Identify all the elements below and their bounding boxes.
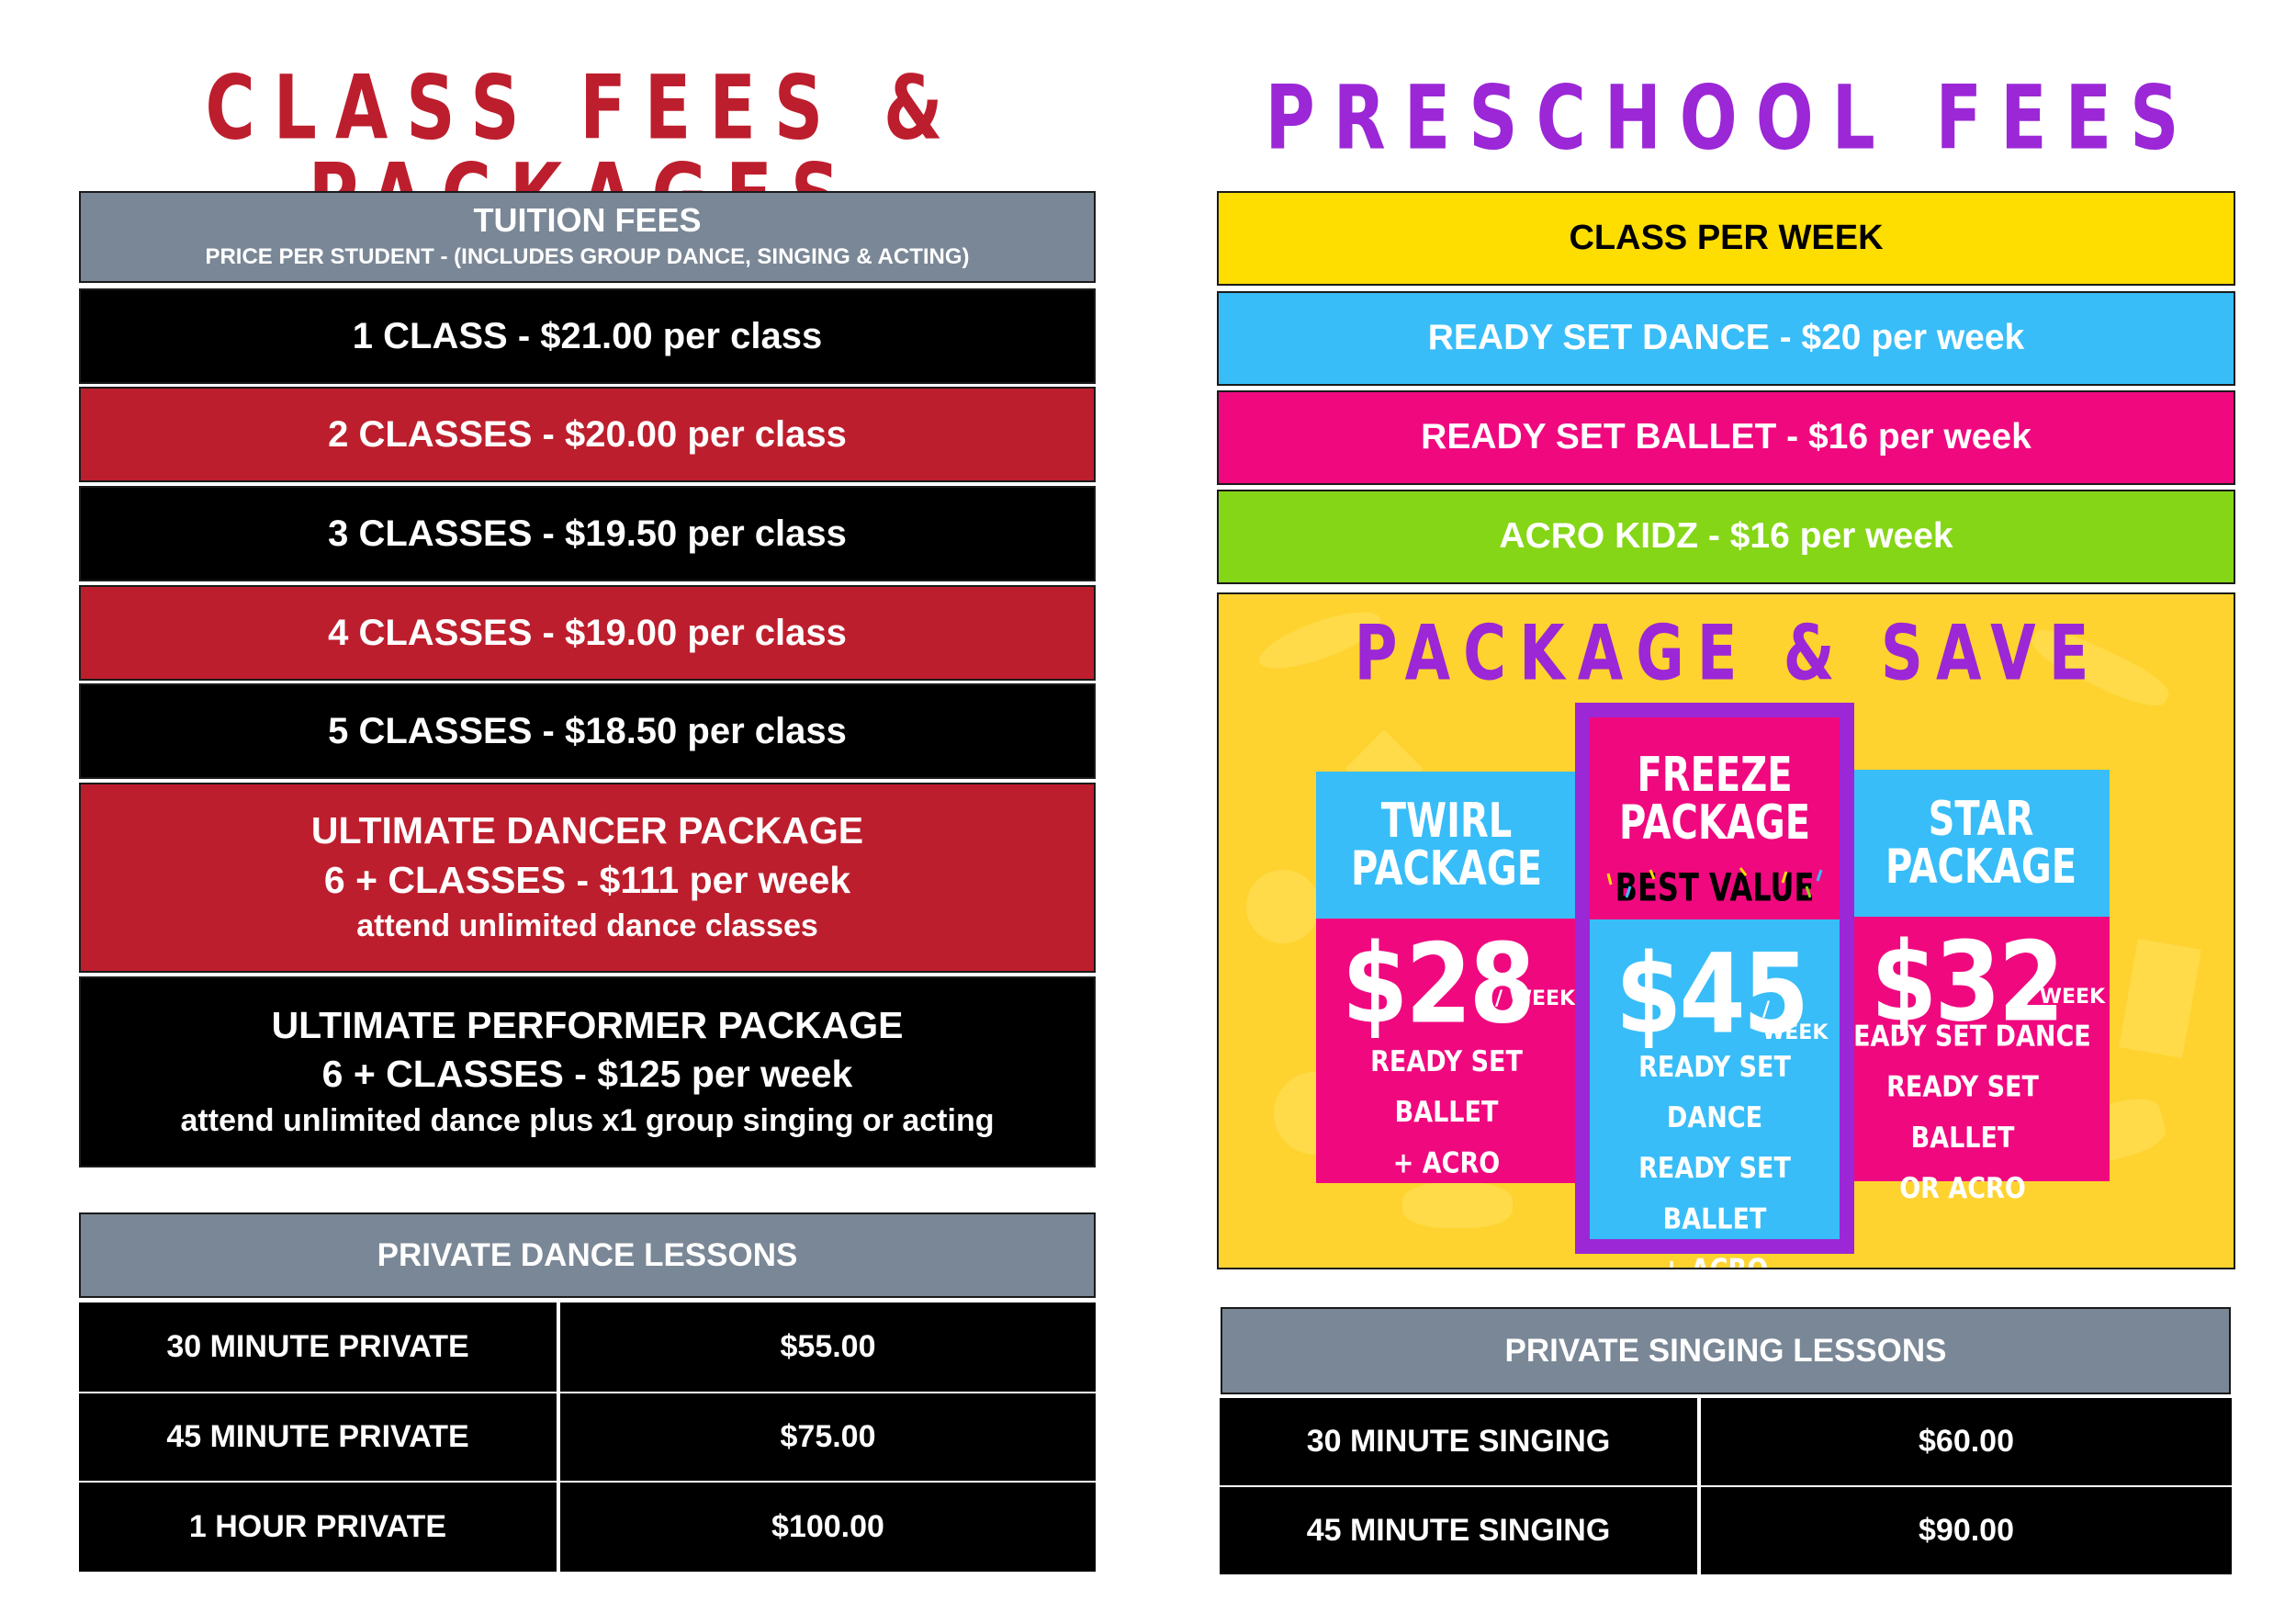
preschool-fees-heading: PRESCHOOL FEES [1265,67,2198,170]
rate-row-4: 4 CLASSES - $19.00 per class [79,585,1096,681]
star-per-week: / WEEK [2025,986,2106,1009]
private-singing-table: 30 MINUTE SINGING $60.00 45 MINUTE SINGI… [1218,1396,2234,1576]
confetti-decoration [1246,870,1320,943]
rate-text: 3 CLASSES - $19.50 per class [328,513,847,554]
twirl-per-week: / WEEK [1495,987,1576,1010]
ready-set-dance-row: READY SET DANCE - $20 per week [1217,291,2235,386]
rate-row-2: 2 CLASSES - $20.00 per class [79,387,1096,482]
star-description: READY SET DANCE READY SET BALLET OR ACRO [1834,1012,2091,1215]
tuition-fees-header: TUITION FEES PRICE PER STUDENT - (INCLUD… [79,191,1096,283]
rate-row-5: 5 CLASSES - $18.50 per class [79,683,1096,779]
twirl-desc-line1: READY SET BALLET [1370,1045,1523,1130]
private-singing-row-1-price: $60.00 [1699,1396,2234,1487]
rate-row-1: 1 CLASS - $21.00 per class [79,288,1096,384]
tuition-fees-title: TUITION FEES [473,201,702,240]
ultimate-dancer-title: ULTIMATE DANCER PACKAGE [310,809,864,852]
twirl-price: $28 [1342,919,1536,1049]
private-singing-header: PRIVATE SINGING LESSONS [1221,1307,2231,1394]
rate-text: 4 CLASSES - $19.00 per class [328,613,847,653]
private-singing-row-2-price: $90.00 [1699,1485,2234,1576]
twirl-description: READY SET BALLET + ACRO [1316,1037,1577,1190]
private-dance-table: 30 MINUTE PRIVATE $55.00 45 MINUTE PRIVA… [77,1301,1097,1573]
private-dance-row-3-label: 1 HOUR PRIVATE [77,1481,558,1573]
private-dance-row-1-label: 30 MINUTE PRIVATE [77,1301,558,1393]
rate-text: 1 CLASS - $21.00 per class [352,316,823,356]
ultimate-performer-note: attend unlimited dance plus x1 group sin… [180,1102,995,1138]
twirl-title-line1: TWIRL [1380,794,1513,849]
private-dance-row-1-price: $55.00 [558,1301,1097,1393]
freeze-title-line2: PACKAGE [1618,795,1811,851]
star-package-card: STAR PACKAGE $32 / WEEK READY SET DANCE … [1834,770,2110,1205]
ready-set-ballet-row: READY SET BALLET - $16 per week [1217,390,2235,485]
acro-kidz-row: ACRO KIDZ - $16 per week [1217,490,2235,584]
ultimate-dancer-price: 6 + CLASSES - $111 per week [323,858,851,901]
freeze-price: $45 [1615,929,1809,1059]
class-rate-text: READY SET DANCE - $20 per week [1427,318,2025,358]
twirl-title-block: TWIRL PACKAGE [1316,772,1577,919]
twirl-title-line2: PACKAGE [1350,841,1543,897]
class-rate-text: READY SET BALLET - $16 per week [1421,417,2032,457]
private-dance-header: PRIVATE DANCE LESSONS [79,1212,1096,1298]
star-desc-line3: OR ACRO [1899,1172,2026,1206]
confetti-sparkle-icon [1603,866,1827,903]
ultimate-dancer-package: ULTIMATE DANCER PACKAGE 6 + CLASSES - $1… [79,783,1096,973]
best-value-badge: BEST VALUE [1615,864,1815,910]
private-dance-title: PRIVATE DANCE LESSONS [377,1236,798,1273]
private-dance-row-2-label: 45 MINUTE PRIVATE [77,1392,558,1483]
package-save-panel: PACKAGE & SAVE TWIRL PACKAGE $28 / WEEK … [1217,592,2235,1269]
freeze-per-week: / WEEK [1762,998,1829,1044]
class-per-week-title: CLASS PER WEEK [1569,218,1884,257]
rate-text: 5 CLASSES - $18.50 per class [328,711,847,751]
confetti-decoration [2119,938,2201,1059]
class-rate-text: ACRO KIDZ - $16 per week [1499,516,1953,557]
freeze-package-card: FREEZE PACKAGE BEST VALUE $45 / WEEK REA… [1575,703,1854,1268]
ultimate-performer-title: ULTIMATE PERFORMER PACKAGE [271,1003,904,1046]
private-singing-row-2-label: 45 MINUTE SINGING [1218,1485,1699,1576]
private-singing-title: PRIVATE SINGING LESSONS [1504,1332,1947,1369]
confetti-decoration [1402,1182,1513,1228]
star-price-block: $32 / WEEK READY SET DANCE READY SET BAL… [1834,917,2110,1205]
freeze-description: READY SET DANCE READY SET BALLET + ACRO [1590,1043,1840,1268]
freeze-title-block: FREEZE PACKAGE BEST VALUE [1590,717,1840,919]
star-title-block: STAR PACKAGE [1852,770,2110,917]
freeze-price-block: $45 / WEEK READY SET DANCE READY SET BAL… [1590,919,1840,1268]
private-dance-row-3-price: $100.00 [558,1481,1097,1573]
star-price: $32 [1871,917,2065,1047]
twirl-package-card: TWIRL PACKAGE $28 / WEEK READY SET BALLE… [1316,772,1577,1183]
star-title-line1: STAR [1928,792,2034,847]
rate-text: 2 CLASSES - $20.00 per class [328,414,847,455]
rate-row-3: 3 CLASSES - $19.50 per class [79,486,1096,581]
ultimate-performer-package: ULTIMATE PERFORMER PACKAGE 6 + CLASSES -… [79,976,1096,1167]
twirl-desc-line2: + ACRO [1392,1146,1501,1180]
star-desc-line1: READY SET DANCE [1834,1020,2091,1054]
ultimate-dancer-note: attend unlimited dance classes [356,908,818,943]
star-desc-line2: READY SET BALLET [1886,1071,2039,1155]
private-singing-row-1-label: 30 MINUTE SINGING [1218,1396,1699,1487]
freeze-desc-line1: READY SET DANCE [1638,1051,1791,1135]
private-dance-row-2-price: $75.00 [558,1392,1097,1483]
freeze-title-line1: FREEZE [1637,748,1793,803]
ultimate-performer-price: 6 + CLASSES - $125 per week [321,1053,853,1096]
twirl-price-block: $28 / WEEK READY SET BALLET + ACRO [1316,919,1577,1183]
tuition-fees-subtitle: PRICE PER STUDENT - (INCLUDES GROUP DANC… [205,243,970,269]
freeze-desc-line3: + ACRO [1590,1246,1840,1268]
star-title-line2: PACKAGE [1885,840,2077,895]
class-per-week-header: CLASS PER WEEK [1217,191,2235,286]
freeze-desc-line2: READY SET BALLET [1638,1152,1791,1236]
package-save-heading: PACKAGE & SAVE [1354,609,2102,699]
